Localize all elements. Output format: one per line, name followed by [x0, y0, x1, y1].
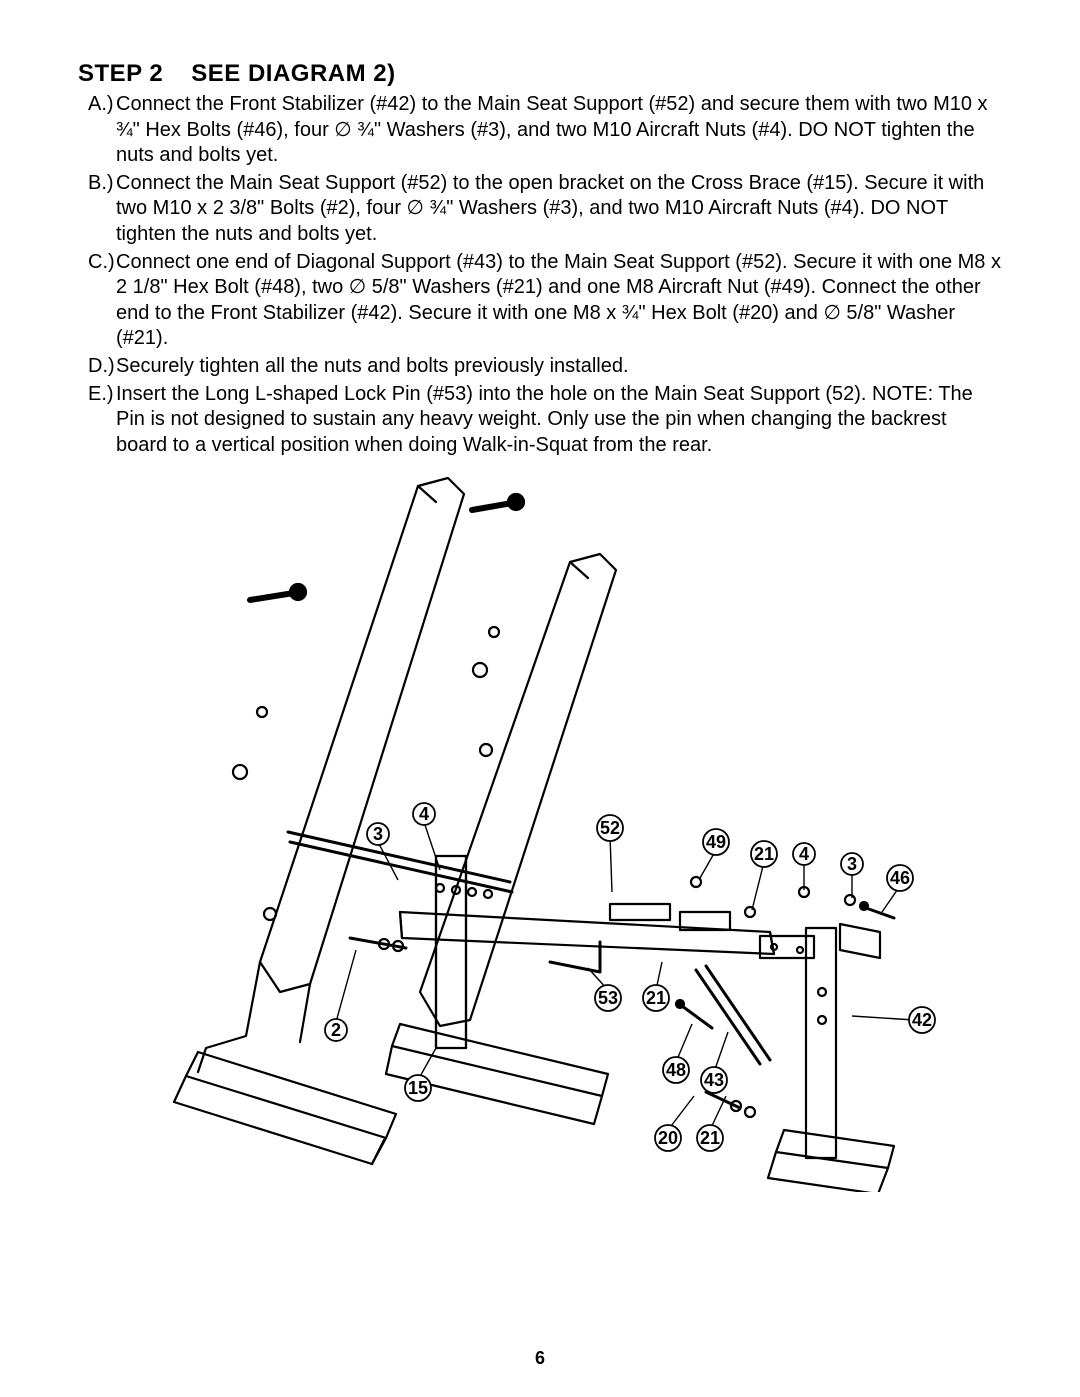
instruction-item: E.) Insert the Long L-shaped Lock Pin (#… [78, 382, 1002, 459]
item-marker: D.) [78, 354, 116, 380]
item-text: Connect the Main Seat Support (#52) to t… [116, 171, 1002, 248]
svg-text:21: 21 [646, 988, 666, 1008]
instruction-item: C.) Connect one end of Diagonal Support … [78, 250, 1002, 352]
svg-text:21: 21 [700, 1128, 720, 1148]
step-number: STEP 2 [78, 60, 163, 87]
instruction-item: A.) Connect the Front Stabilizer (#42) t… [78, 92, 1002, 169]
item-marker: B.) [78, 171, 116, 248]
step-heading: STEP 2 SEE DIAGRAM 2) [78, 60, 1002, 88]
svg-text:15: 15 [408, 1078, 428, 1098]
svg-text:52: 52 [600, 818, 620, 838]
svg-text:20: 20 [658, 1128, 678, 1148]
instruction-item: B.) Connect the Main Seat Support (#52) … [78, 171, 1002, 248]
svg-text:21: 21 [754, 844, 774, 864]
svg-text:3: 3 [373, 824, 383, 844]
svg-text:53: 53 [598, 988, 618, 1008]
step-title: SEE DIAGRAM 2) [191, 60, 395, 87]
page-number: 6 [0, 1348, 1080, 1369]
item-marker: C.) [78, 250, 116, 352]
item-text: Connect one end of Diagonal Support (#43… [116, 250, 1002, 352]
item-text: Securely tighten all the nuts and bolts … [116, 354, 1002, 380]
item-text: Connect the Front Stabilizer (#42) to th… [116, 92, 1002, 169]
svg-text:4: 4 [799, 844, 809, 864]
svg-text:4: 4 [419, 804, 429, 824]
diagram-container: 43524921434653212154843422021 [78, 472, 1002, 1192]
item-text: Insert the Long L-shaped Lock Pin (#53) … [116, 382, 1002, 459]
svg-text:2: 2 [331, 1020, 341, 1040]
assembly-diagram: 43524921434653212154843422021 [140, 472, 940, 1192]
instruction-item: D.) Securely tighten all the nuts and bo… [78, 354, 1002, 380]
instruction-list: A.) Connect the Front Stabilizer (#42) t… [78, 92, 1002, 458]
svg-text:42: 42 [912, 1010, 932, 1030]
page: STEP 2 SEE DIAGRAM 2) A.) Connect the Fro… [0, 0, 1080, 1397]
svg-text:46: 46 [890, 868, 910, 888]
svg-text:48: 48 [666, 1060, 686, 1080]
svg-text:49: 49 [706, 832, 726, 852]
svg-text:3: 3 [847, 854, 857, 874]
svg-text:43: 43 [704, 1070, 724, 1090]
item-marker: A.) [78, 92, 116, 169]
item-marker: E.) [78, 382, 116, 459]
